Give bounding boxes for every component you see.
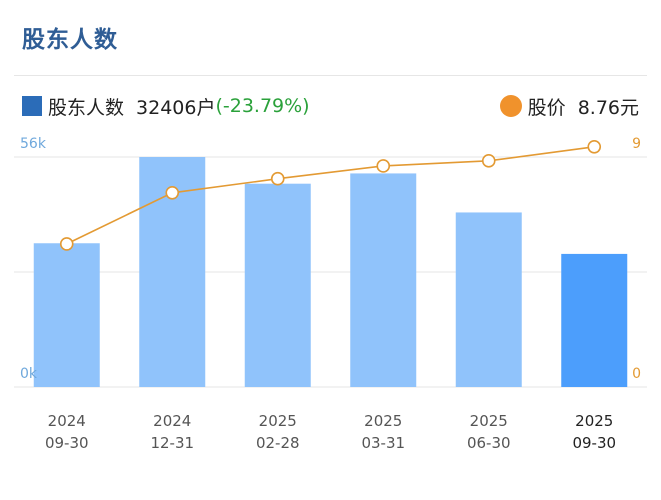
- bar-0: [33, 243, 100, 387]
- bar-5: [561, 253, 628, 387]
- left-axis-tick-min: 0k: [20, 366, 38, 382]
- price-line: [66, 145, 595, 245]
- x-tick-date-5: 09-30: [572, 434, 616, 452]
- x-tick-date-3: 03-31: [361, 434, 405, 452]
- x-tick-year-4: 2025: [470, 412, 508, 430]
- x-tick-year-3: 2025: [364, 412, 402, 430]
- x-tick-date-2: 02-28: [256, 434, 300, 452]
- x-tick-year-1: 2024: [153, 412, 191, 430]
- legend-swatch-square-icon: [22, 96, 42, 116]
- page-title: 股东人数: [22, 27, 118, 53]
- right-axis-tick-min: 0: [632, 366, 641, 382]
- bar-3: [350, 173, 417, 387]
- price-point-0: [59, 237, 74, 251]
- price-point-3: [376, 159, 391, 173]
- price-point-2: [270, 171, 285, 186]
- x-tick-year-2: 2025: [259, 412, 297, 430]
- legend-price[interactable]: 股价 8.76元: [499, 92, 639, 120]
- legend-dot-circle-icon: [499, 95, 522, 117]
- left-axis-tick-max: 56k: [20, 136, 47, 152]
- legend-price-label: 股价: [527, 96, 566, 119]
- header-divider: [14, 75, 647, 76]
- x-tick-year-0: 2024: [48, 412, 86, 430]
- x-tick-year-5: 2025: [575, 412, 613, 430]
- price-point-5: [587, 139, 602, 154]
- x-tick-date-1: 12-31: [150, 434, 194, 452]
- legend-price-value: 8.76元: [577, 96, 639, 119]
- x-tick-date-0: 09-30: [45, 434, 89, 452]
- legend-shareholders-label: 股东人数: [48, 96, 125, 119]
- bar-4: [455, 212, 522, 387]
- price-point-4: [481, 154, 496, 168]
- legend-shareholders-change: (-23.79%): [215, 95, 310, 117]
- x-tick-date-4: 06-30: [467, 434, 511, 452]
- legend-shareholders[interactable]: 股东人数 32406户 (-23.79%): [22, 92, 310, 120]
- right-axis-tick-max: 9: [632, 136, 641, 152]
- legend-shareholders-value: 32406户: [136, 96, 216, 119]
- bar-2: [244, 183, 311, 387]
- price-point-1: [165, 185, 180, 200]
